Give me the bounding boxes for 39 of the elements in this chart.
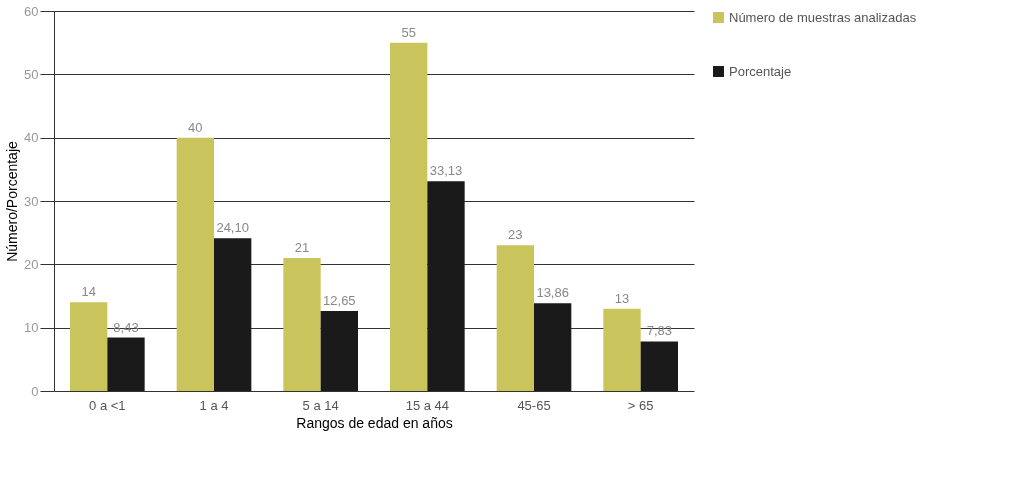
y-tick-label: 10 xyxy=(24,320,39,336)
x-tick-label: > 65 xyxy=(627,397,654,413)
data-label: 13 xyxy=(614,290,630,306)
bar xyxy=(603,308,641,391)
bar xyxy=(534,303,572,391)
bar xyxy=(640,341,678,391)
bar xyxy=(214,238,252,391)
y-tick-label: 50 xyxy=(24,66,39,82)
data-label: 12,65 xyxy=(323,292,356,308)
bar xyxy=(283,258,321,391)
bar xyxy=(427,181,465,391)
x-tick-label: 0 a <1 xyxy=(89,397,126,413)
y-tick-label: 20 xyxy=(24,256,39,272)
data-label: 13,86 xyxy=(536,285,569,301)
data-label: 40 xyxy=(188,119,203,135)
bar xyxy=(320,310,358,391)
x-tick-label: 15 a 44 xyxy=(405,397,450,413)
x-tick-label: 1 a 4 xyxy=(199,397,229,413)
bar xyxy=(70,302,108,391)
data-label: 24,10 xyxy=(216,220,249,236)
legend-label: Número de muestras analizadas xyxy=(729,9,917,25)
data-label: 23 xyxy=(508,227,523,243)
data-label: 14 xyxy=(81,284,96,300)
data-label: 21 xyxy=(294,240,310,255)
bar xyxy=(107,337,145,391)
x-tick-label: 5 a 14 xyxy=(302,397,339,413)
bar xyxy=(176,137,214,391)
y-axis-title: Número/Porcentaje xyxy=(4,140,21,262)
y-tick-label: 40 xyxy=(24,130,39,146)
bar xyxy=(390,42,428,391)
x-axis-title: Rangos de edad en años xyxy=(296,414,453,431)
data-label: 33,13 xyxy=(429,163,463,179)
x-tick-label: 45-65 xyxy=(517,397,551,413)
data-label: 55 xyxy=(401,24,416,40)
bar xyxy=(496,245,534,391)
legend-label: Porcentaje xyxy=(729,63,792,79)
y-tick-label: 30 xyxy=(24,193,39,209)
y-tick-label: 60 xyxy=(24,3,39,19)
y-tick-label: 0 xyxy=(31,383,39,399)
